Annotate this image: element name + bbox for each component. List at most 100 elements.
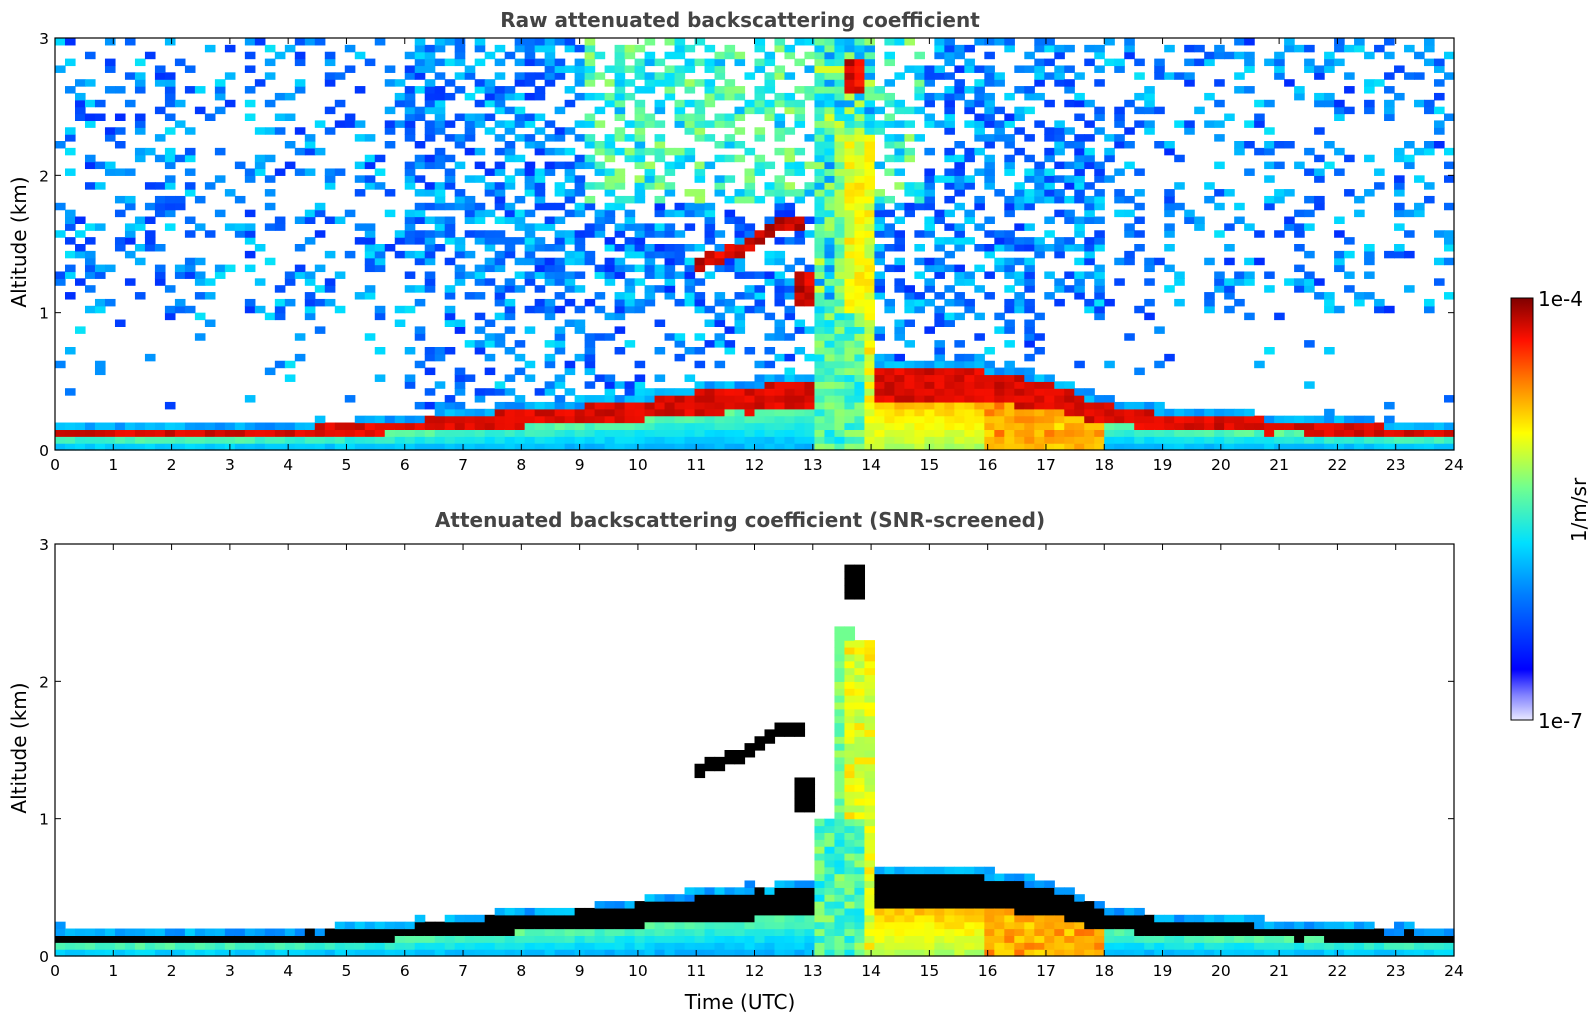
- heatmap-cell: [1314, 99, 1325, 108]
- heatmap-cell: [1044, 408, 1055, 417]
- heatmap-cell: [854, 360, 866, 369]
- heatmap-cell: [744, 880, 756, 888]
- heatmap-cell: [224, 223, 236, 231]
- heatmap-cell: [1004, 120, 1015, 128]
- heatmap-cell: [334, 72, 346, 80]
- heatmap-cell: [824, 880, 836, 888]
- heatmap-cell: [104, 942, 116, 950]
- heatmap-cell: [484, 436, 496, 444]
- heatmap-cell: [264, 127, 276, 135]
- heatmap-cell: [464, 195, 476, 204]
- heatmap-cell: [934, 914, 945, 923]
- heatmap-cell: [544, 907, 556, 916]
- heatmap-cell: [164, 436, 176, 444]
- heatmap-cell: [1004, 901, 1015, 909]
- heatmap-cell: [854, 374, 866, 382]
- heatmap-cell: [1084, 237, 1095, 245]
- heatmap-cell: [1184, 58, 1195, 67]
- heatmap-cell: [924, 367, 935, 376]
- heatmap-cell: [1164, 935, 1175, 943]
- heatmap-cell: [1034, 401, 1045, 410]
- heatmap-cell: [474, 230, 486, 238]
- heatmap-cell: [1034, 333, 1045, 341]
- heatmap-cell: [564, 189, 576, 197]
- heatmap-cell: [494, 388, 506, 396]
- heatmap-cell: [954, 278, 965, 286]
- heatmap-cell: [754, 92, 766, 101]
- heatmap-cell: [804, 189, 816, 197]
- heatmap-cell: [544, 415, 556, 424]
- heatmap-cell: [1054, 120, 1065, 128]
- heatmap-cell: [714, 408, 726, 417]
- heatmap-cell: [604, 134, 616, 142]
- heatmap-cell: [414, 175, 426, 183]
- heatmap-cell: [134, 949, 146, 957]
- heatmap-cell: [474, 942, 486, 950]
- heatmap-cell: [1094, 168, 1105, 176]
- heatmap-cell: [394, 230, 406, 238]
- heatmap-cell: [804, 804, 816, 813]
- heatmap-cell: [64, 38, 76, 46]
- heatmap-cell: [1334, 99, 1345, 108]
- heatmap-cell: [914, 202, 925, 211]
- heatmap-cell: [714, 443, 726, 451]
- heatmap-cell: [464, 65, 476, 73]
- heatmap-cell: [354, 223, 366, 231]
- heatmap-cell: [424, 182, 436, 190]
- heatmap-cell: [864, 770, 876, 779]
- heatmap-cell: [844, 216, 856, 224]
- heatmap-cell: [784, 154, 796, 163]
- heatmap-cell: [1214, 44, 1225, 53]
- heatmap-cell: [864, 667, 876, 676]
- heatmap-cell: [864, 367, 876, 376]
- heatmap-cell: [854, 195, 866, 204]
- heatmap-cell: [1084, 422, 1095, 430]
- heatmap-cell: [844, 660, 856, 669]
- heatmap-cell: [1024, 223, 1035, 231]
- heatmap-cell: [534, 237, 546, 245]
- heatmap-cell: [824, 278, 836, 286]
- heatmap-cell: [734, 756, 746, 765]
- heatmap-cell: [844, 278, 856, 286]
- heatmap-cell: [1304, 250, 1315, 259]
- heatmap-cell: [634, 106, 646, 115]
- heatmap-cell: [664, 408, 676, 417]
- heatmap-cell: [244, 175, 256, 183]
- heatmap-cell: [514, 436, 526, 444]
- heatmap-cell: [1274, 51, 1285, 60]
- heatmap-cell: [1024, 415, 1035, 424]
- heatmap-cell: [1424, 928, 1435, 936]
- heatmap-cell: [864, 928, 876, 936]
- heatmap-cell: [764, 914, 776, 923]
- heatmap-cell: [644, 230, 656, 238]
- heatmap-cell: [964, 422, 975, 430]
- heatmap-cell: [554, 257, 566, 266]
- heatmap-cell: [994, 367, 1005, 376]
- heatmap-cell: [544, 120, 556, 128]
- heatmap-cell: [394, 99, 406, 108]
- heatmap-cell: [534, 305, 546, 314]
- heatmap-cell: [484, 388, 496, 396]
- heatmap-cell: [804, 395, 816, 403]
- heatmap-cell: [684, 949, 696, 957]
- heatmap-cell: [974, 285, 985, 293]
- heatmap-cell: [84, 120, 96, 128]
- heatmap-cell: [784, 189, 796, 197]
- heatmap-cell: [1234, 38, 1245, 46]
- heatmap-cell: [1184, 921, 1195, 930]
- heatmap-cell: [1134, 942, 1145, 950]
- heatmap-cell: [814, 168, 826, 176]
- heatmap-cell: [754, 58, 766, 67]
- heatmap-cell: [964, 880, 975, 888]
- heatmap-cell: [874, 106, 885, 115]
- heatmap-cell: [714, 333, 726, 341]
- heatmap-cell: [844, 633, 856, 641]
- heatmap-cell: [454, 271, 466, 279]
- heatmap-cell: [534, 86, 546, 94]
- heatmap-cell: [144, 949, 156, 957]
- heatmap-cell: [1164, 223, 1175, 231]
- heatmap-cell: [974, 333, 985, 341]
- heatmap-cell: [1444, 257, 1455, 266]
- heatmap-cell: [834, 708, 846, 717]
- heatmap-cell: [1304, 58, 1315, 67]
